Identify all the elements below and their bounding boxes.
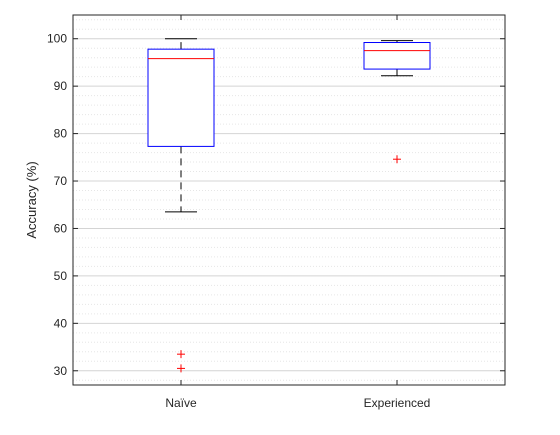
- iqr-box: [147, 48, 215, 147]
- box-group: [363, 40, 431, 164]
- iqr-box: [363, 42, 431, 70]
- y-tick-label: 40: [54, 316, 68, 330]
- y-tick-label: 60: [54, 221, 68, 235]
- y-tick-label: 100: [47, 32, 67, 46]
- boxes: [147, 38, 431, 373]
- y-tick-label: 90: [54, 79, 68, 93]
- x-tick-label: Experienced: [364, 396, 431, 410]
- box-group: [147, 38, 215, 373]
- x-tick-label: Naïve: [165, 396, 197, 410]
- outlier-marker: [177, 364, 185, 373]
- outlier-marker: [177, 350, 185, 359]
- grid: [73, 19, 505, 381]
- ticks: 30 40 50 60 70 80 90 100 Naïve Experienced: [47, 15, 505, 410]
- y-tick-label: 50: [54, 269, 68, 283]
- y-tick-label: 70: [54, 174, 68, 188]
- y-axis-label: Accuracy (%): [24, 161, 39, 238]
- outlier-marker: [393, 155, 401, 164]
- axes-frame: [72, 14, 506, 386]
- y-tick-label: 30: [54, 364, 68, 378]
- y-tick-label: 80: [54, 127, 68, 141]
